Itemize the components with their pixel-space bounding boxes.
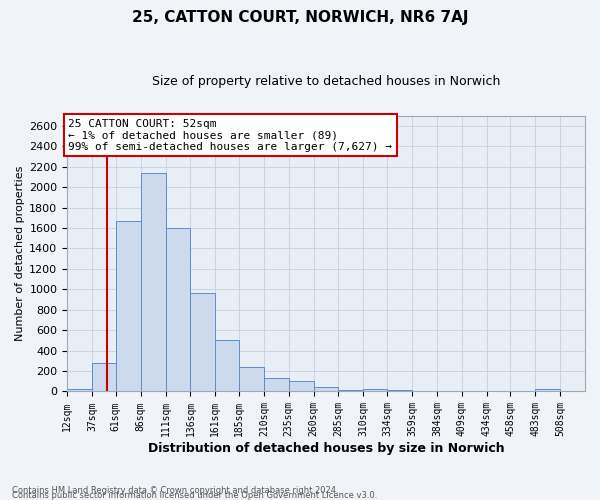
Bar bbox=[140, 173, 166, 392]
Bar bbox=[215, 340, 239, 392]
X-axis label: Distribution of detached houses by size in Norwich: Distribution of detached houses by size … bbox=[148, 442, 505, 455]
Bar bbox=[412, 391, 437, 392]
Bar bbox=[239, 367, 264, 392]
Bar bbox=[338, 390, 364, 392]
Bar bbox=[190, 294, 215, 392]
Bar bbox=[289, 382, 314, 392]
Bar bbox=[487, 391, 511, 392]
Bar bbox=[92, 363, 116, 392]
Text: 25 CATTON COURT: 52sqm
← 1% of detached houses are smaller (89)
99% of semi-deta: 25 CATTON COURT: 52sqm ← 1% of detached … bbox=[68, 118, 392, 152]
Bar bbox=[535, 389, 560, 392]
Bar bbox=[166, 228, 190, 392]
Bar bbox=[67, 390, 92, 392]
Text: 25, CATTON COURT, NORWICH, NR6 7AJ: 25, CATTON COURT, NORWICH, NR6 7AJ bbox=[132, 10, 468, 25]
Bar bbox=[511, 391, 535, 392]
Bar bbox=[314, 387, 338, 392]
Y-axis label: Number of detached properties: Number of detached properties bbox=[15, 166, 25, 341]
Bar bbox=[264, 378, 289, 392]
Text: Contains HM Land Registry data © Crown copyright and database right 2024.: Contains HM Land Registry data © Crown c… bbox=[12, 486, 338, 495]
Bar bbox=[116, 221, 140, 392]
Title: Size of property relative to detached houses in Norwich: Size of property relative to detached ho… bbox=[152, 75, 500, 88]
Bar bbox=[560, 391, 585, 392]
Bar bbox=[462, 391, 487, 392]
Text: Contains public sector information licensed under the Open Government Licence v3: Contains public sector information licen… bbox=[12, 491, 377, 500]
Bar bbox=[437, 391, 462, 392]
Bar bbox=[364, 389, 387, 392]
Bar bbox=[387, 390, 412, 392]
